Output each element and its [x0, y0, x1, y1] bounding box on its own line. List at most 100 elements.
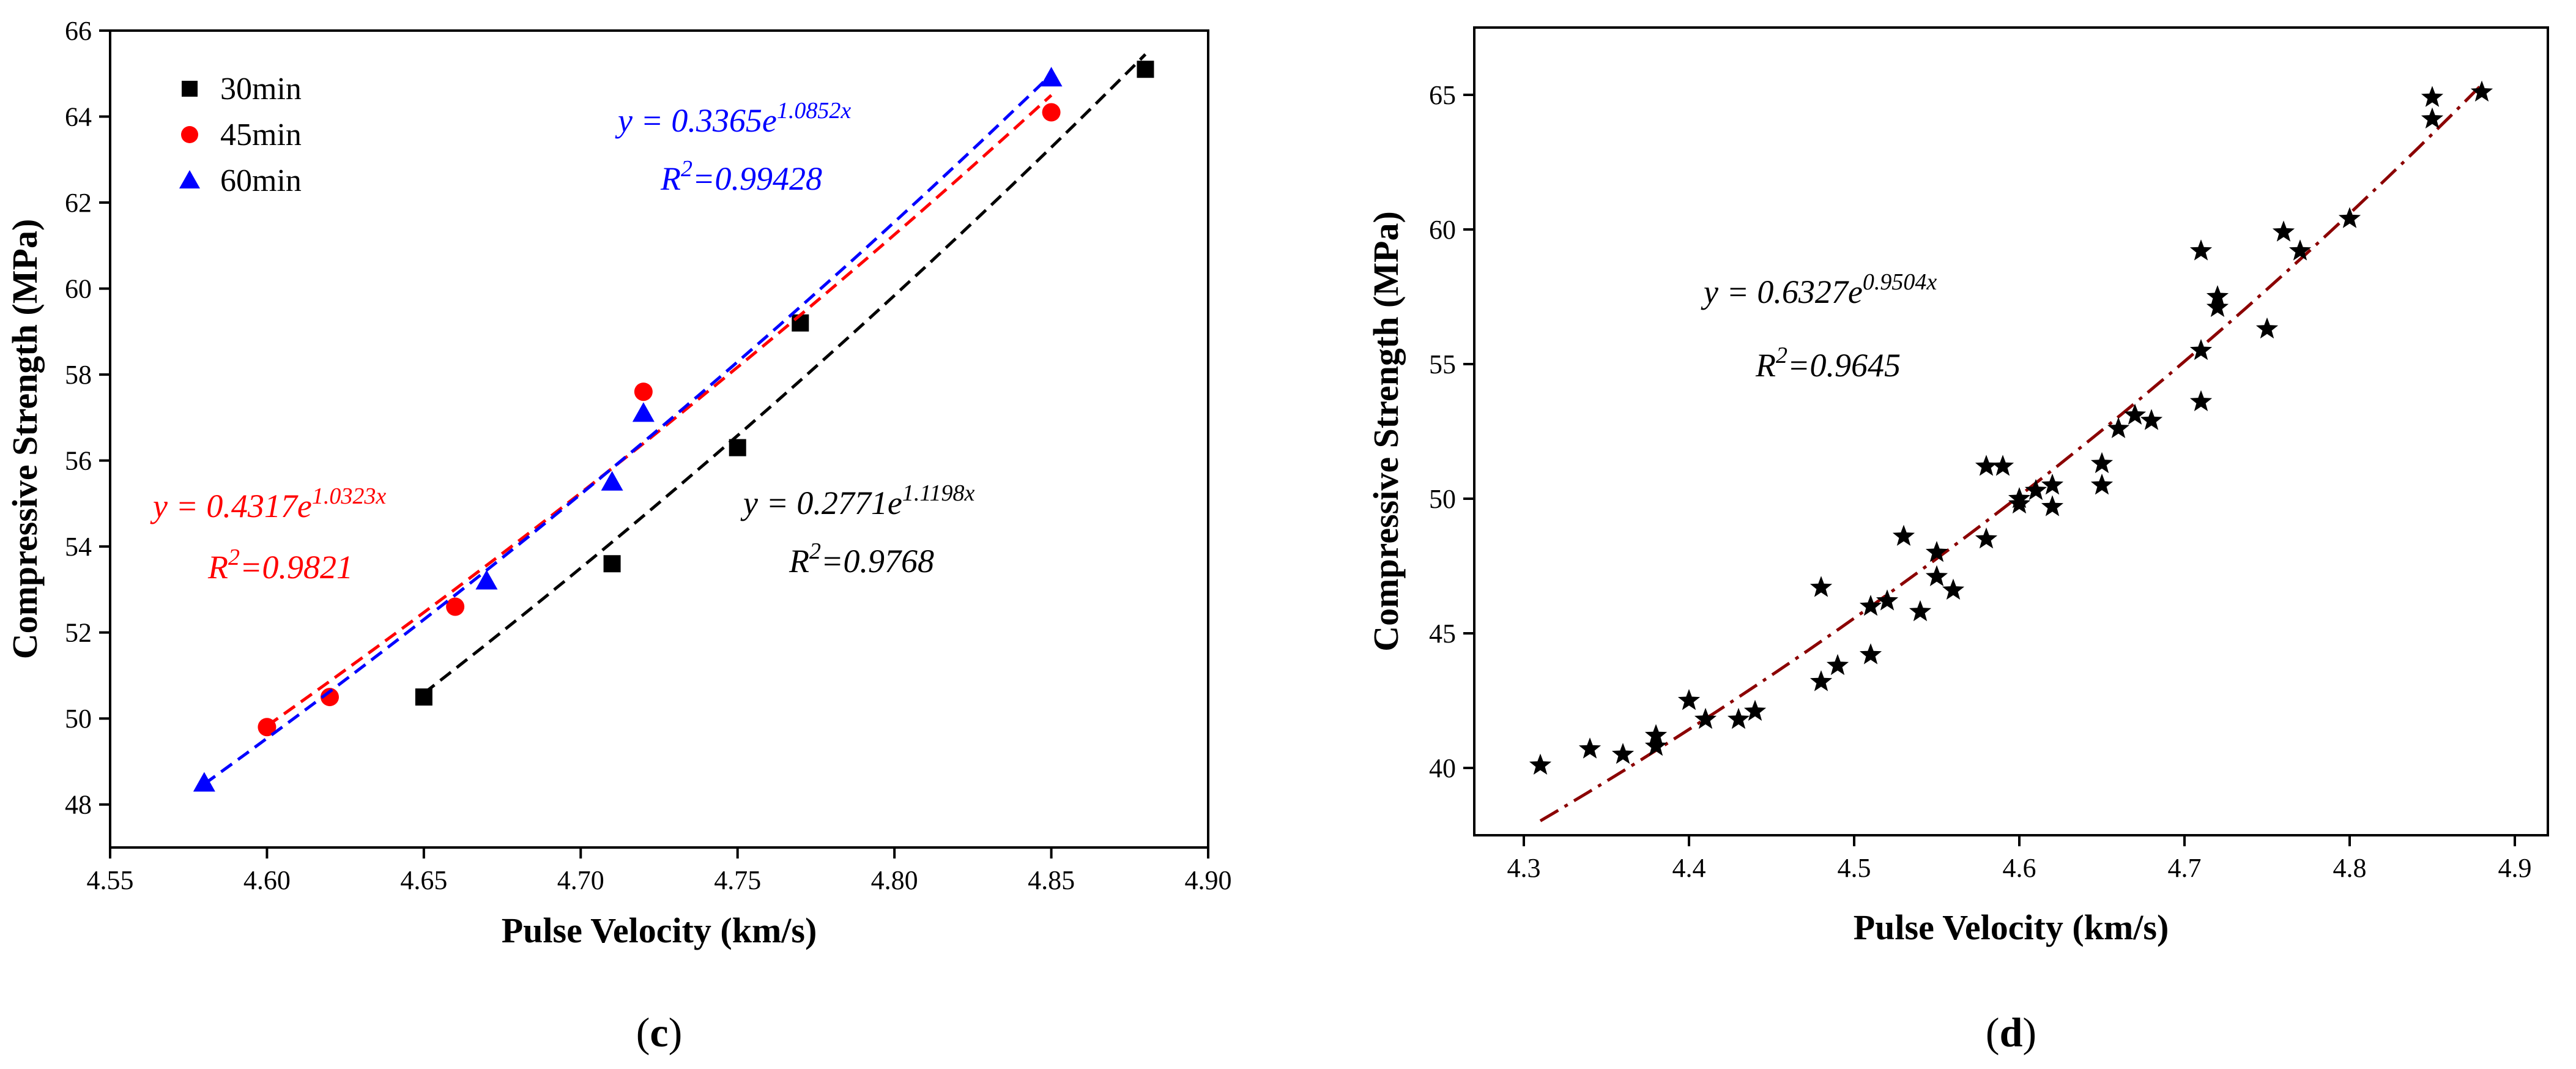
- x-tick-label: 4.3: [1507, 853, 1541, 883]
- data-point-45min: [634, 382, 653, 401]
- r2-value: =0.99428: [692, 160, 822, 197]
- r2-letter: R: [207, 549, 228, 586]
- data-point-all: [1644, 724, 1668, 745]
- x-tick-label: 4.60: [243, 865, 291, 895]
- x-tick-label: 4.80: [871, 865, 918, 895]
- data-point-all: [1909, 600, 1932, 622]
- equation-base: y = 0.3365e: [615, 102, 777, 139]
- data-point-30min: [1137, 61, 1154, 78]
- data-point-all: [2107, 417, 2130, 438]
- r2-superscript: 2: [1776, 343, 1787, 368]
- x-tick-label: 4.85: [1028, 865, 1075, 895]
- data-point-all: [1925, 565, 1948, 586]
- y-tick-label: 55: [1429, 349, 1456, 379]
- equation-exponent: 1.0852x: [777, 98, 852, 124]
- data-point-all: [1826, 654, 1849, 676]
- data-point-60min: [475, 570, 498, 590]
- fit-equation-45min: y = 0.4317e1.0323x: [150, 483, 386, 524]
- data-point-45min: [446, 597, 465, 616]
- data-point-all: [2421, 107, 2444, 129]
- fit-r-squared-45min: R2=0.9821: [207, 545, 353, 586]
- data-point-all: [2189, 390, 2213, 411]
- caption-open: (: [636, 1009, 650, 1056]
- data-point-all: [2206, 296, 2229, 317]
- y-tick-label: 64: [65, 102, 92, 132]
- equation-exponent: 1.0323x: [312, 483, 387, 509]
- data-point-all: [1876, 589, 1899, 611]
- caption-close: ): [2022, 1009, 2036, 1056]
- panel-c: 4.55 4.60 4.65 4.70 4.75 4.80 4.85 4.90 48 50 52 54…: [5, 16, 1232, 1056]
- data-point-45min: [321, 688, 339, 707]
- caption-open: (: [1986, 1009, 2000, 1056]
- equation-base: y = 0.6327e: [1701, 274, 1863, 310]
- data-point-all: [2008, 487, 2031, 508]
- data-point-all: [2272, 220, 2295, 242]
- equation-exponent: 1.1198x: [902, 480, 975, 506]
- legend-marker-45min: [181, 126, 198, 143]
- y-tick-label: 50: [1429, 484, 1456, 514]
- x-tick-label: 4.70: [557, 865, 604, 895]
- x-tick-label: 4.90: [1185, 865, 1232, 895]
- y-tick-label: 65: [1429, 80, 1456, 110]
- data-point-all: [2288, 239, 2312, 261]
- data-point-30min: [792, 314, 809, 332]
- y-tick-label: 48: [65, 790, 92, 820]
- data-point-all: [1529, 753, 1552, 775]
- legend-label-60min: 60min: [220, 163, 302, 198]
- data-point-60min: [1040, 67, 1063, 87]
- data-point-30min: [415, 688, 432, 706]
- legend-marker-30min: [182, 81, 198, 97]
- y-tick-label: 60: [65, 274, 92, 304]
- x-axis-title: Pulse Velocity (km/s): [502, 911, 817, 950]
- data-point-all: [1991, 455, 2014, 476]
- data-point-all: [1975, 527, 1998, 549]
- data-point-30min: [603, 555, 621, 573]
- r2-letter: R: [789, 543, 809, 579]
- y-tick-label: 40: [1429, 753, 1456, 783]
- equation-base: y = 0.4317e: [150, 488, 312, 524]
- x-tick-label: 4.55: [87, 865, 134, 895]
- data-point-all: [2206, 285, 2229, 307]
- x-tick-label: 4.6: [2003, 853, 2036, 883]
- data-point-all: [2470, 80, 2493, 102]
- data-point-60min: [632, 402, 655, 422]
- data-point-all: [1611, 743, 1635, 764]
- data-point-all: [2123, 403, 2147, 425]
- x-tick-label: 4.5: [1838, 853, 1871, 883]
- panel-d: 4.3 4.4 4.5 4.6 4.7 4.8 4.9 40 45 50 55 60 65 Pulse V…: [1366, 26, 2549, 1056]
- data-point-all: [1810, 576, 1833, 597]
- legend: 30min 45min 60min: [179, 72, 302, 198]
- data-point-all: [2255, 317, 2279, 339]
- y-tick-label: 58: [65, 360, 92, 390]
- data-point-all: [2140, 409, 2163, 430]
- fit-curve-45min: [265, 94, 1053, 728]
- fit-r-squared-30min: R2=0.9768: [789, 538, 934, 579]
- data-point-30min: [729, 439, 746, 456]
- r2-superscript: 2: [809, 538, 821, 564]
- r2-letter: R: [660, 160, 681, 197]
- y-tick-label: 50: [65, 704, 92, 734]
- x-axis-title: Pulse Velocity (km/s): [1854, 907, 2169, 947]
- equation-base: y = 0.2771e: [740, 485, 902, 521]
- data-point-60min: [601, 471, 623, 491]
- y-tick-label: 62: [65, 188, 92, 218]
- x-tick-label: 4.4: [1672, 853, 1706, 883]
- equation-exponent: 0.9504x: [1863, 269, 1937, 295]
- data-point-45min: [258, 718, 277, 737]
- fit-r-squared-60min: R2=0.99428: [660, 156, 822, 197]
- fit-equation-all: y = 0.6327e0.9504x: [1701, 269, 1937, 310]
- r2-value: =0.9645: [1787, 347, 1901, 384]
- data-point-all: [1975, 455, 1998, 476]
- data-point-all: [1677, 689, 1701, 710]
- y-tick-label: 54: [65, 532, 92, 562]
- r2-value: =0.9768: [821, 543, 934, 579]
- data-point-45min: [1042, 103, 1061, 122]
- data-point-all: [2421, 86, 2444, 107]
- data-point-all: [2338, 207, 2361, 228]
- data-point-all: [1925, 541, 1948, 562]
- x-tick-label: 4.7: [2168, 853, 2202, 883]
- caption-close: ): [669, 1009, 683, 1056]
- caption-letter: d: [2000, 1009, 2023, 1056]
- fit-curve-30min: [423, 53, 1147, 695]
